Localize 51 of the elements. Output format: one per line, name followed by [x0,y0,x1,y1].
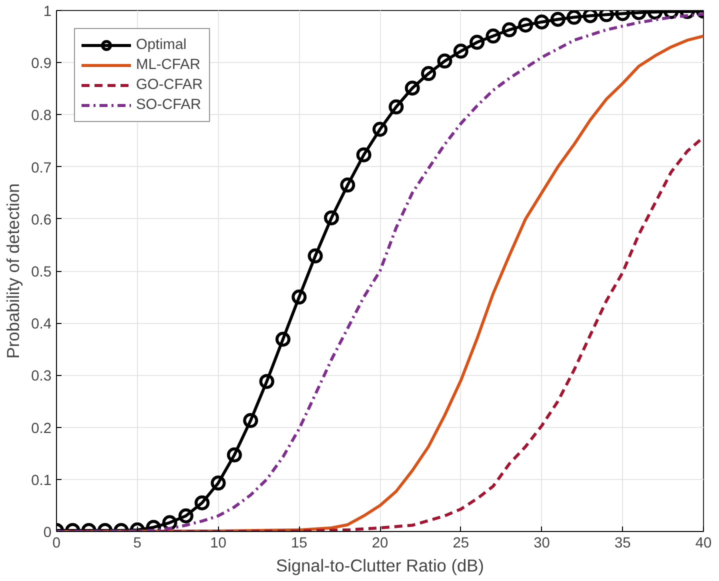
y-tick-label: 0.8 [31,108,52,124]
point [178,508,194,524]
y-tick-label: 0.9 [31,56,52,72]
legend-label: Optimal [136,37,186,53]
point [308,248,323,264]
point [226,447,242,462]
point [486,28,501,44]
legend-label: SO-CFAR [136,97,202,113]
x-tick-label: 30 [534,536,550,552]
point [470,34,485,50]
y-tick-label: 0.5 [31,264,52,280]
y-axis-title: Probability of detection [3,183,24,359]
x-axis-title: Signal-to-Clutter Ratio (dB) [276,556,484,576]
point [388,99,404,114]
x-tick-label: 25 [452,536,470,552]
y-tick-label: 0.4 [31,316,52,333]
y-tick-label: 0 [43,525,52,541]
y-tick-label: 0.1 [31,472,52,489]
y-tick-label: 1 [43,4,52,20]
point [324,210,339,226]
point [421,66,436,82]
x-tick-label: 40 [695,536,712,552]
x-tick-label: 5 [133,536,142,552]
point [437,54,452,69]
point [453,44,468,59]
point [340,178,356,193]
point [243,413,258,428]
point [372,122,388,137]
legend-label: ML-CFAR [136,57,200,73]
point [502,22,517,38]
point [550,12,566,27]
y-tick-label: 0.2 [31,420,52,437]
x-tick-label: 35 [614,536,631,552]
point [194,495,210,510]
point [566,10,582,25]
point [210,476,226,491]
point [292,290,307,305]
y-tick-label: 0.7 [31,160,52,176]
legend-label: GO-CFAR [136,77,203,93]
x-tick-label: 15 [290,536,308,552]
point [259,374,274,389]
y-tick-label: 0.6 [31,212,52,228]
point [356,147,372,162]
point [275,332,290,347]
x-tick-label: 10 [210,536,226,552]
y-tick-label: 0.3 [31,368,52,385]
point [534,14,550,30]
x-tick-label: 20 [372,536,388,552]
point [518,18,534,33]
point [404,80,420,96]
point [582,10,598,24]
